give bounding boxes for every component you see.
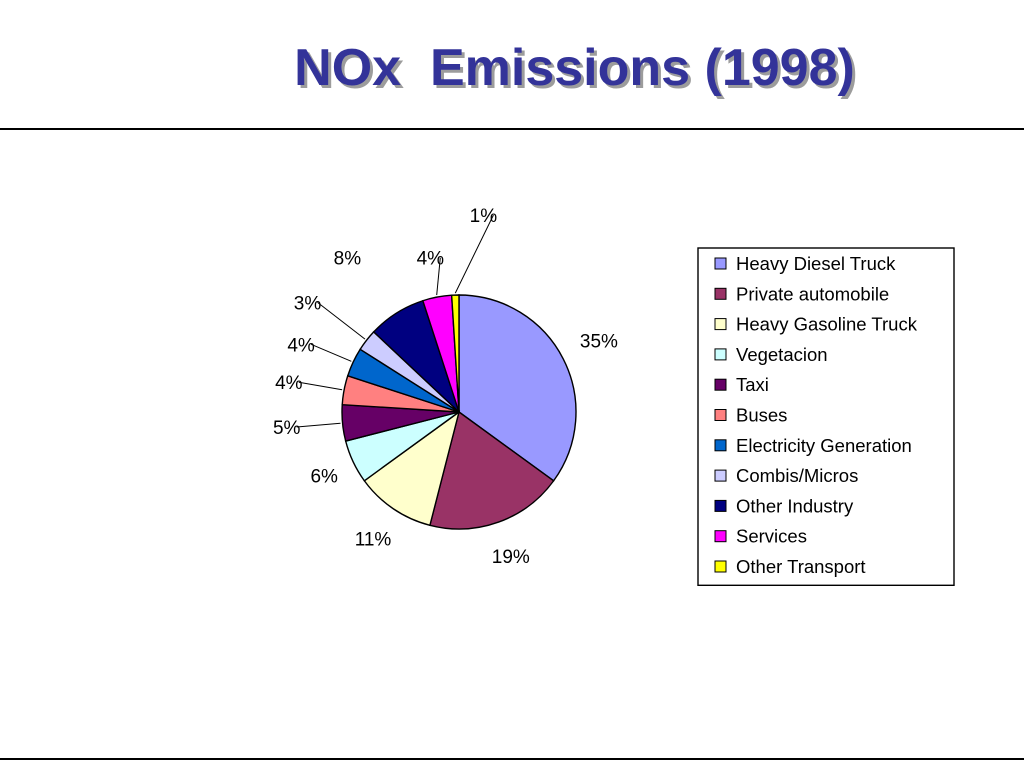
data-label-other-transport: 1% [470, 206, 498, 227]
legend-swatch-vegetacion [714, 348, 727, 361]
legend-swatch-heavy-diesel-truck [714, 257, 727, 270]
legend-label-other-transport: Other Transport [736, 556, 866, 577]
data-label-vegetacion: 6% [310, 466, 338, 487]
legend-swatch-combis-micros [714, 469, 727, 482]
legend-swatch-buses [714, 409, 727, 421]
leader-line-buses [298, 381, 343, 391]
slide-title: NOx Emissions (1998) [294, 39, 855, 97]
pie-slice-heavy-diesel-truck [458, 294, 577, 482]
legend-swatch-other-transport [714, 560, 727, 573]
legend-swatch-services [714, 530, 727, 543]
legend-label-heavy-diesel-truck: Heavy Diesel Truck [736, 253, 896, 274]
data-label-heavy-gasoline-truck: 11% [355, 530, 392, 551]
legend-label-other-industry: Other Industry [736, 495, 854, 516]
footer-divider [0, 758, 1024, 760]
leader-line-taxi [296, 422, 341, 428]
legend-label-heavy-gasoline-truck: Heavy Gasoline Truck [736, 314, 918, 335]
data-label-taxi: 5% [273, 418, 301, 439]
data-label-heavy-diesel-truck: 35% [580, 332, 618, 353]
legend-swatch-taxi [714, 378, 727, 391]
label-leader-lines [296, 214, 494, 428]
legend-label-services: Services [736, 526, 807, 547]
legend-label-vegetacion: Vegetacion [736, 344, 828, 365]
legend-label-electricity-generation: Electricity Generation [736, 435, 912, 456]
data-label-services: 4% [417, 249, 445, 270]
data-label-private-automobile: 19% [492, 547, 530, 568]
legend: Heavy Diesel Truck Private automobile Heav… [697, 247, 955, 586]
leader-line-services [436, 257, 441, 296]
pie-slice-private-automobile [429, 410, 555, 530]
title-divider [0, 128, 1024, 130]
legend-swatch-private-automobile [714, 287, 727, 300]
legend-label-buses: Buses [736, 405, 787, 426]
data-labels: 35% 19% 11% 6% 5% 4% 4% 3% 8% 4% 1% [273, 206, 618, 568]
pie-slice-heavy-gasoline-truck [363, 410, 461, 527]
pie-slices [341, 294, 577, 530]
leader-line-electricity-generation [310, 343, 352, 362]
data-label-electricity-generation: 4% [287, 335, 315, 356]
legend-label-taxi: Taxi [736, 374, 769, 395]
legend-label-private-automobile: Private automobile [736, 283, 889, 304]
data-label-combis-micros: 3% [294, 293, 322, 314]
leader-line-other-transport [454, 214, 494, 294]
leader-line-combis-micros [317, 302, 366, 340]
legend-swatch-other-industry [714, 499, 727, 512]
legend-label-combis-micros: Combis/Micros [736, 465, 858, 486]
data-label-buses: 4% [275, 373, 303, 394]
legend-swatch-heavy-gasoline-truck [714, 318, 727, 331]
data-label-other-industry: 8% [334, 249, 362, 270]
legend-swatch-electricity-generation [714, 439, 727, 452]
pie-slice-other-transport [450, 294, 460, 413]
legend-box [697, 247, 955, 586]
